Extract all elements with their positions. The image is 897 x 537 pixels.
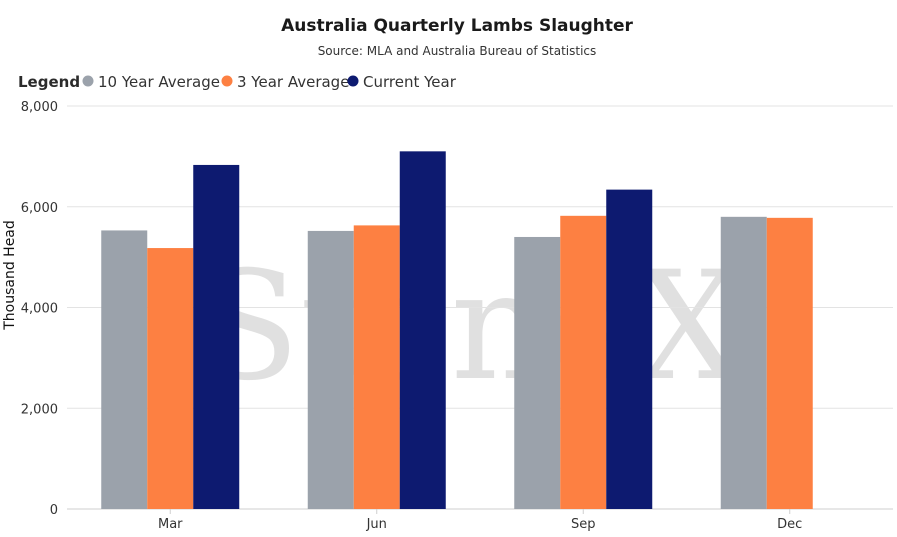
y-tick-label: 2,000 <box>21 402 58 417</box>
bar[interactable] <box>720 216 767 509</box>
y-tick-label: 6,000 <box>21 201 58 216</box>
legend-label: Current Year <box>363 73 457 91</box>
legend-label: 10 Year Average <box>98 73 220 91</box>
bar[interactable] <box>399 151 446 509</box>
legend-marker <box>221 75 233 87</box>
legend-item[interactable]: 10 Year Average <box>82 73 220 91</box>
bar[interactable] <box>560 215 607 509</box>
legend: Legend 10 Year Average 3 Year Average Curr… <box>18 73 457 91</box>
legend-marker <box>347 75 359 87</box>
y-tick-label: 8,000 <box>21 100 58 115</box>
bar[interactable] <box>766 217 813 509</box>
x-tick-label: Jun <box>366 517 387 532</box>
y-axis-ticks: 0 2,000 4,000 6,000 8,000 <box>21 100 58 518</box>
legend-title: Legend <box>18 73 80 91</box>
legend-item[interactable]: 3 Year Average <box>221 73 350 91</box>
legend-label: 3 Year Average <box>237 73 349 91</box>
y-tick-label: 0 <box>50 503 58 518</box>
legend-marker <box>82 75 94 87</box>
bar[interactable] <box>101 230 148 509</box>
chart-title: Australia Quarterly Lambs Slaughter <box>281 16 633 36</box>
chart-subtitle: Source: MLA and Australia Bureau of Stat… <box>318 44 597 58</box>
bar[interactable] <box>193 164 240 509</box>
watermark: StoneX ® <box>197 240 809 414</box>
x-tick-label: Dec <box>777 517 802 532</box>
bar[interactable] <box>606 189 653 509</box>
y-axis-title: Thousand Head <box>2 220 18 331</box>
bars <box>101 151 813 510</box>
bar[interactable] <box>147 248 194 509</box>
y-tick-label: 4,000 <box>21 302 58 317</box>
bar[interactable] <box>514 236 561 509</box>
x-tick-label: Sep <box>571 517 596 532</box>
x-tick-label: Mar <box>158 517 183 532</box>
watermark-text: StoneX <box>197 240 743 414</box>
legend-item[interactable]: Current Year <box>347 73 457 91</box>
x-axis-ticks: Mar Jun Sep Dec <box>158 509 802 532</box>
bar[interactable] <box>353 225 400 510</box>
bar[interactable] <box>307 230 354 509</box>
